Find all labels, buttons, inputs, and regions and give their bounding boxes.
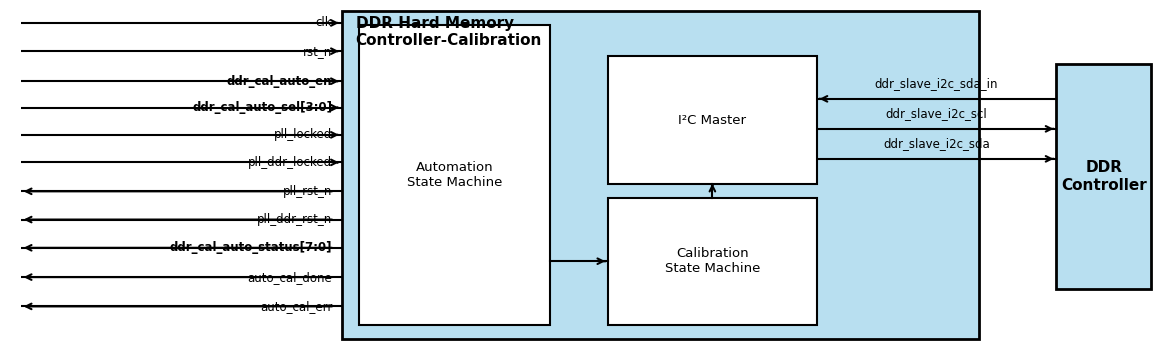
Text: auto_cal_err: auto_cal_err xyxy=(260,300,333,313)
Text: Automation
State Machine: Automation State Machine xyxy=(407,161,502,189)
Text: pll_rst_n: pll_rst_n xyxy=(283,185,333,198)
Text: rst_n: rst_n xyxy=(304,45,333,58)
Text: ddr_slave_i2c_sda: ddr_slave_i2c_sda xyxy=(883,137,990,150)
Text: Calibration
State Machine: Calibration State Machine xyxy=(665,247,760,275)
Text: pll_locked: pll_locked xyxy=(275,128,333,141)
Text: I²C Master: I²C Master xyxy=(678,114,746,126)
Text: DDR
Controller: DDR Controller xyxy=(1060,160,1146,193)
Bar xyxy=(342,11,979,339)
Bar xyxy=(359,25,551,325)
Text: auto_cal_done: auto_cal_done xyxy=(248,271,333,283)
Text: pll_ddr_rst_n: pll_ddr_rst_n xyxy=(257,213,333,226)
Text: DDR Hard Memory
Controller-Calibration: DDR Hard Memory Controller-Calibration xyxy=(356,16,542,48)
Text: ddr_cal_auto_sel[3:0]: ddr_cal_auto_sel[3:0] xyxy=(192,101,333,114)
Text: ddr_cal_auto_status[7:0]: ddr_cal_auto_status[7:0] xyxy=(170,241,333,254)
Text: clk: clk xyxy=(315,17,333,29)
Text: ddr_slave_i2c_sda_in: ddr_slave_i2c_sda_in xyxy=(875,77,998,90)
Bar xyxy=(608,198,817,325)
Text: ddr_slave_i2c_scl: ddr_slave_i2c_scl xyxy=(885,107,987,120)
Text: ddr_cal_auto_en: ddr_cal_auto_en xyxy=(227,75,333,88)
Bar xyxy=(608,56,817,184)
Text: pll_ddr_locked: pll_ddr_locked xyxy=(248,156,333,169)
Bar xyxy=(1056,64,1151,289)
